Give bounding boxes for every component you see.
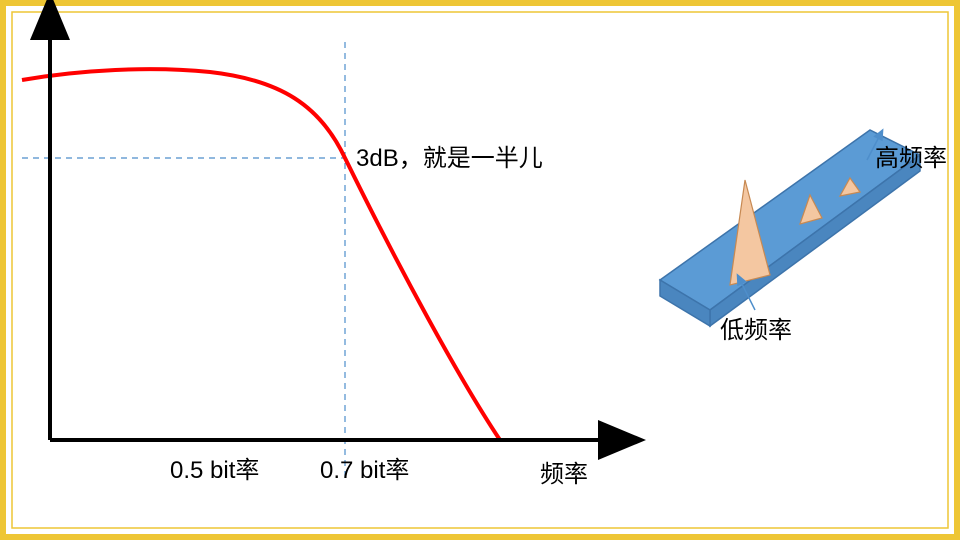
response-curve xyxy=(22,69,500,440)
tick-0-5: 0.5 bit率 xyxy=(170,450,259,485)
label-3db: 3dB，就是一半儿 xyxy=(356,138,543,173)
xaxis-label: 频率 xyxy=(540,454,588,489)
tick-0-7: 0.7 bit率 xyxy=(320,450,409,485)
label-low-freq: 低频率 xyxy=(720,310,792,345)
diagram-svg xyxy=(0,0,960,540)
label-high-freq: 高频率 xyxy=(875,138,947,173)
